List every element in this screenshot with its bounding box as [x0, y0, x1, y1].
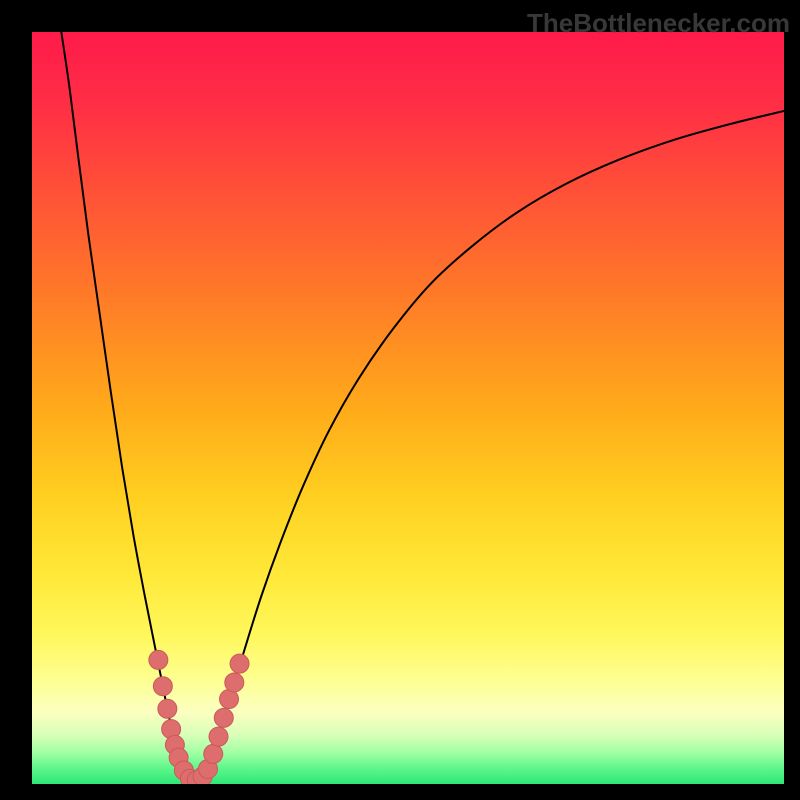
data-marker	[209, 727, 228, 746]
data-marker	[225, 673, 244, 692]
plot-svg	[32, 32, 784, 784]
data-marker	[158, 699, 177, 718]
data-marker	[204, 744, 223, 763]
chart-container: TheBottlenecker.com	[0, 0, 800, 800]
data-marker	[153, 677, 172, 696]
watermark-text: TheBottlenecker.com	[527, 8, 790, 39]
data-marker	[230, 654, 249, 673]
data-marker	[214, 708, 233, 727]
data-marker	[149, 650, 168, 669]
gradient-background	[32, 32, 784, 784]
plot-area	[32, 32, 784, 784]
